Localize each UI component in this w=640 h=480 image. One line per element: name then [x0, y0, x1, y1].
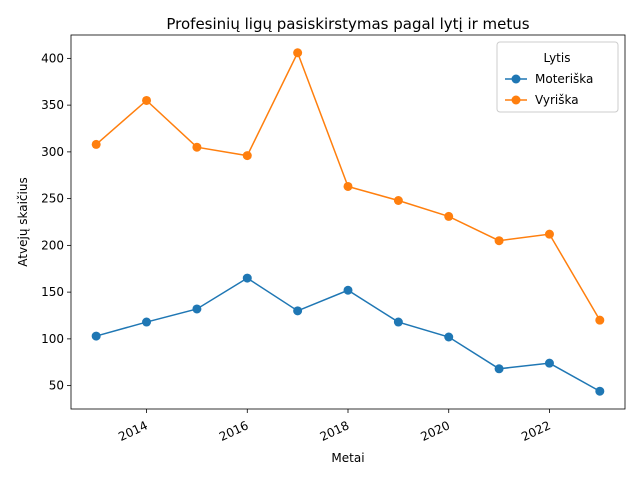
legend-title: Lytis — [544, 51, 571, 65]
x-axis: 2014 2016 2018 2020 2022 — [116, 409, 553, 444]
series-1-point — [444, 211, 454, 221]
legend-label-1: Vyriška — [535, 93, 579, 107]
series-1-point — [393, 195, 403, 205]
chart-title: Profesinių ligų pasiskirstymas pagal lyt… — [166, 15, 529, 33]
series-0-point — [544, 358, 554, 368]
series-1-point — [142, 95, 152, 105]
series-0-point — [91, 331, 101, 341]
series-0-point — [242, 273, 252, 283]
series-0-point — [494, 364, 504, 374]
series-1-point — [293, 48, 303, 58]
x-tick-label: 2016 — [217, 418, 251, 444]
legend-marker-0 — [511, 74, 521, 84]
series-1 — [91, 48, 605, 325]
x-tick-label: 2020 — [418, 418, 452, 444]
y-axis-label: Atvejų skaičius — [16, 177, 30, 266]
y-tick-label: 200 — [41, 238, 64, 252]
y-tick-label: 50 — [49, 379, 64, 393]
legend-marker-1 — [511, 95, 521, 105]
series-1-point — [595, 315, 605, 325]
x-tick-label: 2022 — [519, 418, 553, 444]
y-tick-label: 300 — [41, 145, 64, 159]
series-0-point — [444, 332, 454, 342]
legend: Lytis Moteriška Vyriška — [496, 41, 619, 113]
legend-label-0: Moteriška — [535, 72, 593, 86]
series-1-point — [494, 236, 504, 246]
x-axis-label: Metai — [331, 451, 364, 465]
series-0 — [91, 273, 605, 396]
series-0-point — [293, 306, 303, 316]
y-tick-label: 250 — [41, 192, 64, 206]
series-1-point — [544, 229, 554, 239]
series-0-point — [393, 317, 403, 327]
y-tick-label: 350 — [41, 98, 64, 112]
series-line-0 — [95, 277, 601, 392]
series-0-point — [142, 317, 152, 327]
series-0-point — [192, 304, 202, 314]
x-tick-label: 2014 — [116, 418, 150, 444]
series-1-point — [242, 151, 252, 161]
y-tick-label: 150 — [41, 285, 64, 299]
series-1-point — [192, 142, 202, 152]
y-tick-label: 400 — [41, 51, 64, 65]
series-layer — [91, 48, 605, 396]
series-1-point — [91, 139, 101, 149]
series-0-point — [343, 285, 353, 295]
y-tick-label: 100 — [41, 332, 64, 346]
series-0-point — [595, 386, 605, 396]
legend-frame — [496, 41, 619, 113]
y-axis: 50 100 150 200 250 300 350 400 — [41, 51, 71, 393]
x-tick-label: 2018 — [318, 418, 352, 444]
series-1-point — [343, 181, 353, 191]
